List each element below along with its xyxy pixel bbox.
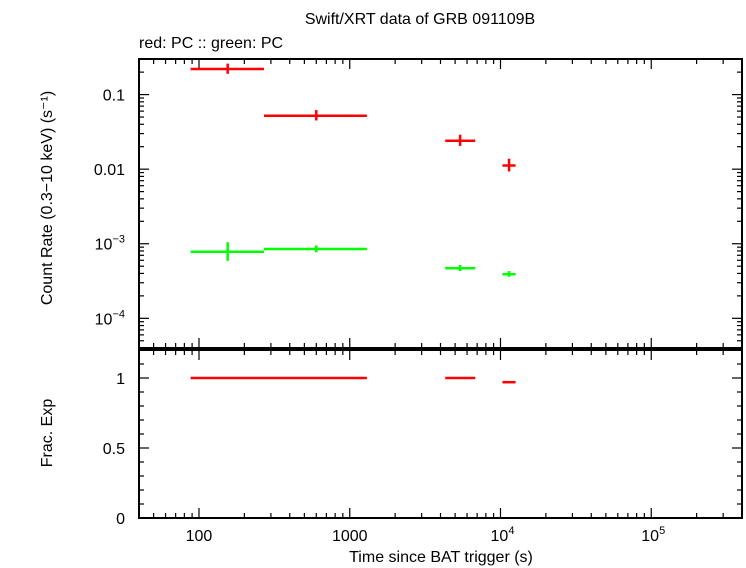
tick-label-exponent: 4 bbox=[508, 525, 514, 537]
chart-subtitle: red: PC :: green: PC bbox=[139, 35, 283, 52]
data-point bbox=[190, 63, 265, 74]
data-point bbox=[190, 242, 265, 261]
tick-label-base: 10 bbox=[641, 528, 659, 545]
data-point bbox=[264, 110, 367, 121]
tick-label-exponent: −4 bbox=[112, 308, 125, 320]
x-tick-label: 100 bbox=[186, 528, 213, 545]
chart-title: Swift/XRT data of GRB 091109B bbox=[305, 11, 535, 28]
y-tick-label: 1 bbox=[116, 371, 125, 388]
y-tick-label: 0.5 bbox=[103, 441, 125, 458]
tick-label-base: 10 bbox=[491, 528, 509, 545]
tick-label-exponent: −3 bbox=[112, 234, 125, 246]
x-axis-label: Time since BAT trigger (s) bbox=[349, 549, 533, 566]
y-tick-label: 10−3 bbox=[95, 234, 125, 254]
x-tick-label: 105 bbox=[641, 525, 665, 545]
tick-label-exponent: 5 bbox=[659, 525, 665, 537]
y-axis-label-top: Count Rate (0.3−10 keV) (s⁻¹) bbox=[39, 91, 56, 305]
tick-label-base: 10 bbox=[95, 237, 113, 254]
top-plot-frame bbox=[138, 58, 743, 349]
x-tick-label: 104 bbox=[491, 525, 515, 545]
y-axis-label-bottom: Frac. Exp bbox=[39, 399, 56, 468]
y-tick-label: 0 bbox=[116, 511, 125, 528]
y-tick-label: 0.1 bbox=[103, 88, 125, 105]
data-point bbox=[445, 264, 476, 272]
data-point bbox=[445, 134, 476, 146]
y-tick-label: 0.01 bbox=[94, 162, 125, 179]
data-point bbox=[502, 158, 516, 172]
y-tick-label: 10−4 bbox=[95, 308, 125, 328]
data-point bbox=[502, 271, 516, 277]
x-tick-label: 1000 bbox=[332, 528, 368, 545]
data-point bbox=[264, 245, 367, 253]
bottom-plot-frame bbox=[138, 349, 743, 519]
tick-label-base: 10 bbox=[95, 311, 113, 328]
